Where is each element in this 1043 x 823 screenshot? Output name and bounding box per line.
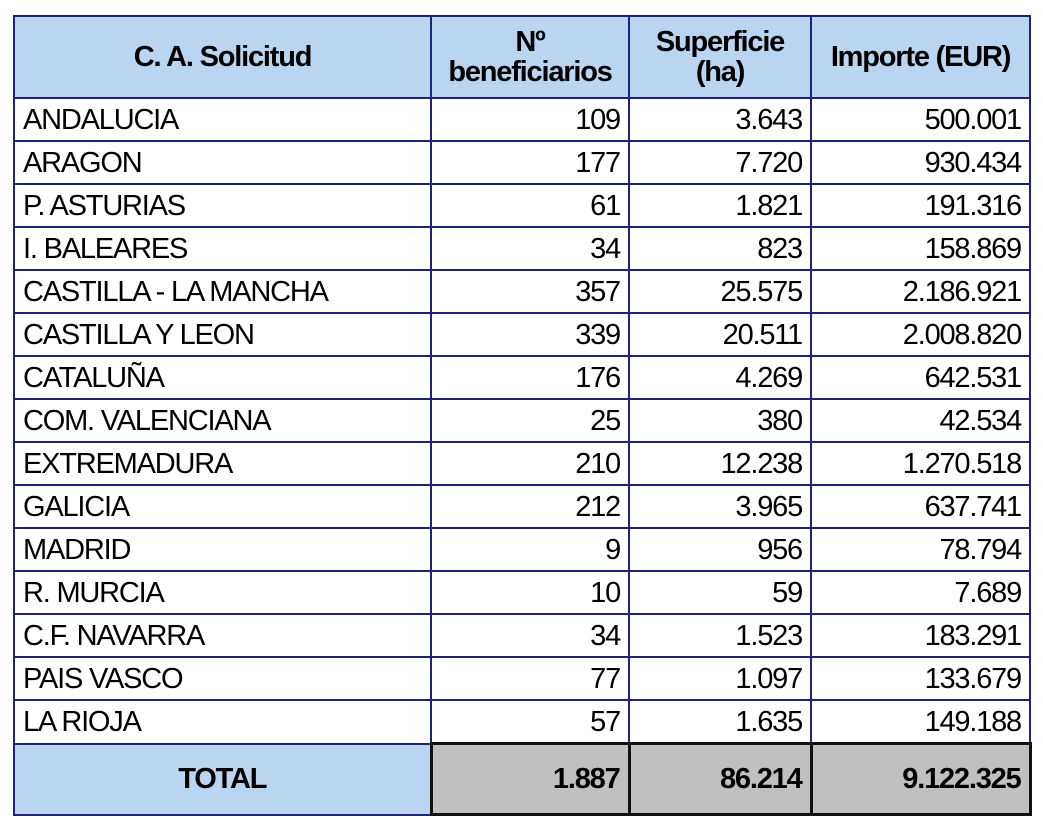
data-table: C. A. Solicitud Nº beneficiarios Superfici… [13,15,1032,816]
value-cell: 210 [430,441,630,486]
value-cell: 1.270.518 [810,441,1031,486]
value-cell: 380 [628,398,812,443]
data-row: CASTILLA - LA MANCHA 357 25.575 2.186.921 [13,269,1031,314]
region-cell: EXTREMADURA [13,441,432,486]
value-cell: 637.741 [810,484,1031,529]
data-row: EXTREMADURA 210 12.238 1.270.518 [13,441,1031,486]
value-cell: 59 [628,570,812,615]
region-cell: ARAGON [13,140,432,185]
value-cell: 500.001 [810,97,1031,142]
value-cell: 212 [430,484,630,529]
header-cell: Superficie (ha) [628,15,812,99]
header-cell: Importe (EUR) [810,15,1031,99]
value-cell: 1.635 [628,699,812,745]
value-cell: 109 [430,97,630,142]
value-cell: 57 [430,699,630,745]
data-row: C.F. NAVARRA 34 1.523 183.291 [13,613,1031,658]
region-cell: C.F. NAVARRA [13,613,432,658]
value-cell: 158.869 [810,226,1031,271]
value-cell: 183.291 [810,613,1031,658]
region-cell: CATALUÑA [13,355,432,400]
value-cell: 7.689 [810,570,1031,615]
total-label: TOTAL [13,742,432,816]
data-row: PAIS VASCO 77 1.097 133.679 [13,656,1031,701]
region-cell: GALICIA [13,484,432,529]
value-cell: 176 [430,355,630,400]
header-cell: Nº beneficiarios [430,15,630,99]
value-cell: 12.238 [628,441,812,486]
region-cell: COM. VALENCIANA [13,398,432,443]
value-cell: 77 [430,656,630,701]
value-cell: 4.269 [628,355,812,400]
data-row: GALICIA 212 3.965 637.741 [13,484,1031,529]
value-cell: 34 [430,226,630,271]
region-cell: P. ASTURIAS [13,183,432,228]
value-cell: 149.188 [810,699,1031,745]
value-cell: 956 [628,527,812,572]
value-cell: 133.679 [810,656,1031,701]
data-row: MADRID 9 956 78.794 [13,527,1031,572]
region-cell: CASTILLA Y LEON [13,312,432,357]
region-cell: I. BALEARES [13,226,432,271]
header-row: C. A. Solicitud Nº beneficiarios Superfici… [13,15,1031,99]
value-cell: 823 [628,226,812,271]
value-cell: 177 [430,140,630,185]
value-cell: 339 [430,312,630,357]
region-cell: CASTILLA - LA MANCHA [13,269,432,314]
value-cell: 61 [430,183,630,228]
region-cell: ANDALUCIA [13,97,432,142]
data-row: CATALUÑA 176 4.269 642.531 [13,355,1031,400]
total-value: 1.887 [429,742,631,816]
total-value: 9.122.325 [809,742,1032,816]
value-cell: 25.575 [628,269,812,314]
value-cell: 1.821 [628,183,812,228]
region-cell: MADRID [13,527,432,572]
total-value: 86.214 [627,742,813,816]
value-cell: 10 [430,570,630,615]
value-cell: 642.531 [810,355,1031,400]
value-cell: 3.965 [628,484,812,529]
header-cell: C. A. Solicitud [13,15,432,99]
data-row: ARAGON 177 7.720 930.434 [13,140,1031,185]
value-cell: 357 [430,269,630,314]
value-cell: 1.523 [628,613,812,658]
data-row: COM. VALENCIANA 25 380 42.534 [13,398,1031,443]
data-row: ANDALUCIA 109 3.643 500.001 [13,97,1031,142]
value-cell: 7.720 [628,140,812,185]
data-row: P. ASTURIAS 61 1.821 191.316 [13,183,1031,228]
data-row: LA RIOJA 57 1.635 149.188 [13,699,1031,745]
value-cell: 2.008.820 [810,312,1031,357]
value-cell: 25 [430,398,630,443]
value-cell: 9 [430,527,630,572]
table-wrap: C. A. Solicitud Nº beneficiarios Superfici… [13,15,1032,816]
value-cell: 42.534 [810,398,1031,443]
data-row: R. MURCIA 10 59 7.689 [13,570,1031,615]
region-cell: R. MURCIA [13,570,432,615]
value-cell: 34 [430,613,630,658]
total-row: TOTAL 1.887 86.214 9.122.325 [13,742,1032,816]
region-cell: LA RIOJA [13,699,432,745]
value-cell: 191.316 [810,183,1031,228]
value-cell: 78.794 [810,527,1031,572]
value-cell: 930.434 [810,140,1031,185]
value-cell: 3.643 [628,97,812,142]
value-cell: 2.186.921 [810,269,1031,314]
value-cell: 20.511 [628,312,812,357]
value-cell: 1.097 [628,656,812,701]
data-row: I. BALEARES 34 823 158.869 [13,226,1031,271]
region-cell: PAIS VASCO [13,656,432,701]
data-row: CASTILLA Y LEON 339 20.511 2.008.820 [13,312,1031,357]
